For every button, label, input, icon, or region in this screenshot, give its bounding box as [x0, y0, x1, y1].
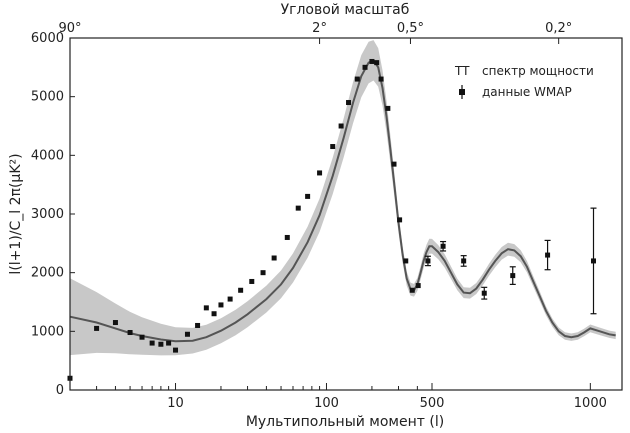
- data-point: [362, 64, 368, 70]
- data-point: [305, 193, 311, 199]
- data-point: [238, 287, 244, 293]
- data-point: [158, 341, 164, 347]
- data-point: [374, 60, 380, 66]
- x-tick-label: 100: [314, 396, 339, 411]
- data-point: [346, 100, 352, 106]
- data-point: [295, 205, 301, 211]
- data-point: [369, 58, 375, 64]
- x-axis-ticks: 10 100 500 1000: [96, 383, 607, 411]
- top-tick-label: 0,2°: [545, 21, 572, 36]
- data-point: [440, 243, 446, 249]
- top-tick-label: 90°: [58, 21, 81, 36]
- y-tick-label: 6000: [31, 31, 64, 46]
- data-point: [149, 340, 155, 346]
- top-axis-ticks: 90° 2° 0,5° 0,2°: [58, 21, 572, 44]
- data-point: [397, 217, 403, 223]
- top-tick-label: 0,5°: [397, 21, 424, 36]
- x-axis-title: Мультипольный момент (l): [246, 414, 444, 430]
- legend-label-wmap: данные WMAP: [482, 85, 572, 99]
- data-point: [545, 252, 551, 258]
- y-tick-label: 3000: [31, 207, 64, 222]
- data-point: [338, 123, 344, 129]
- data-point: [391, 161, 397, 167]
- wmap-data-points: [67, 58, 597, 381]
- legend-point-icon: [459, 89, 465, 95]
- uncertainty-band-area: [70, 40, 616, 356]
- legend: TT спектр мощности данные WMAP: [454, 64, 594, 99]
- power-spectrum-curve: [69, 59, 616, 343]
- data-point: [330, 144, 336, 150]
- data-point: [425, 258, 431, 264]
- data-point: [112, 320, 118, 326]
- x-tick-label: 1000: [574, 396, 607, 411]
- data-point: [218, 302, 224, 308]
- data-point: [211, 311, 217, 317]
- top-tick-label: 2°: [312, 21, 327, 36]
- data-point: [284, 234, 290, 240]
- data-point: [195, 322, 201, 328]
- x-tick-label: 10: [167, 396, 184, 411]
- data-point: [415, 283, 421, 289]
- data-point: [409, 287, 415, 293]
- legend-marker-tt: TT: [454, 64, 470, 78]
- model-uncertainty-band: [70, 40, 616, 356]
- data-point: [461, 258, 467, 264]
- data-point: [227, 296, 233, 302]
- data-point: [378, 76, 384, 82]
- top-axis-title: Угловой масштаб: [281, 2, 410, 18]
- data-point: [481, 290, 487, 296]
- data-point: [260, 270, 266, 276]
- y-axis-ticks: 0 1000 2000 3000 4000 5000 6000: [31, 31, 75, 398]
- y-tick-label: 2000: [31, 266, 64, 281]
- data-point: [173, 347, 179, 353]
- data-point: [591, 258, 596, 264]
- data-point: [203, 305, 209, 311]
- legend-label-spectrum: спектр мощности: [482, 64, 594, 78]
- data-point: [139, 334, 145, 340]
- data-point: [403, 258, 409, 264]
- data-point: [166, 340, 172, 346]
- data-point: [127, 330, 133, 336]
- data-point: [317, 170, 323, 176]
- data-point: [249, 278, 255, 284]
- y-tick-label: 5000: [31, 90, 64, 105]
- y-tick-label: 1000: [31, 324, 64, 339]
- x-tick-label: 500: [420, 396, 445, 411]
- data-point: [271, 255, 277, 261]
- data-point: [354, 76, 360, 82]
- data-point: [385, 105, 391, 111]
- data-point: [510, 273, 516, 279]
- data-point: [94, 325, 100, 331]
- y-axis-title: l(l+1)/C_l 2π(μK²): [8, 153, 24, 274]
- y-tick-label: 4000: [31, 148, 64, 163]
- y-tick-label: 0: [56, 383, 64, 398]
- data-point: [184, 331, 190, 337]
